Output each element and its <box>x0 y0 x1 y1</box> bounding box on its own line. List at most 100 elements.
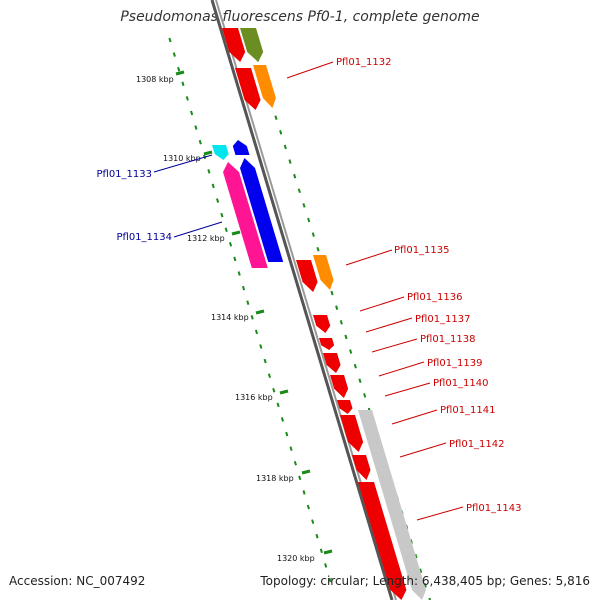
guide-dot <box>283 144 287 150</box>
guide-dot <box>302 490 306 495</box>
leader-line <box>384 382 431 397</box>
guide-dot <box>319 548 323 554</box>
scale-tick-label: 1310 kbp <box>163 154 201 163</box>
label-leader-lines <box>153 61 464 521</box>
guide-dot <box>324 563 328 568</box>
scale-tick-label: 1318 kbp <box>256 474 294 483</box>
guide-dot <box>246 300 250 305</box>
accession-text: Accession: NC_007492 <box>9 574 146 588</box>
leader-line <box>365 317 413 333</box>
guide-dot <box>237 271 241 276</box>
leader-line <box>153 154 213 173</box>
gene-block-blue-long <box>240 158 284 262</box>
gene-block-pfl01-1143 <box>358 482 407 600</box>
guide-dot <box>349 349 353 354</box>
gene-block-pfl01-1132 <box>235 68 261 110</box>
guide-dot <box>224 227 228 233</box>
leader-line <box>399 442 447 458</box>
guide-dot <box>414 553 418 559</box>
gene-block-orange-2 <box>313 255 334 290</box>
gene-label-pfl01-1140: Pfl01_1140 <box>433 378 489 389</box>
leader-line <box>371 338 418 353</box>
leader-line <box>378 361 425 377</box>
guide-dot <box>259 344 263 349</box>
guide-dot <box>267 373 272 378</box>
scale-tick-label: 1316 kbp <box>235 393 273 402</box>
guide-dot <box>190 110 194 116</box>
gene-label-pfl01-1134: Pfl01_1134 <box>116 232 172 243</box>
guide-dot <box>293 173 297 179</box>
gene-block-orange <box>253 65 276 108</box>
gene-block-pfl01-1134 <box>223 162 268 268</box>
gene-block-red <box>222 28 246 62</box>
gene-block-gray <box>358 410 426 600</box>
guide-dot <box>228 242 233 247</box>
guide-dot <box>241 285 246 291</box>
guide-dot <box>280 417 284 422</box>
guide-dot <box>233 256 237 262</box>
guide-dot <box>302 203 306 208</box>
guide-dot <box>254 329 259 335</box>
guide-dot <box>194 125 198 130</box>
leader-line <box>391 409 438 425</box>
gene-label-pfl01-1135: Pfl01_1135 <box>394 245 450 256</box>
guide-dot <box>288 159 292 164</box>
guide-dot <box>307 217 311 223</box>
gene-labels: Pfl01_1132 Pfl01_1133 Pfl01_1134 Pfl01_1135… <box>96 57 521 514</box>
scale-tick-mark <box>279 389 289 395</box>
gene-label-pfl01-1138: Pfl01_1138 <box>420 334 476 345</box>
scale-tick-label: 1308 kbp <box>136 75 174 84</box>
guide-dot <box>428 597 432 600</box>
gene-block-pfl01-1137 <box>319 338 335 350</box>
guide-dot <box>172 52 176 57</box>
backbone-line-dark <box>210 0 394 600</box>
guide-dot <box>344 334 348 340</box>
map-title: Pseudomonas fluorescens Pf0-1, complete … <box>120 9 480 25</box>
gene-label-pfl01-1132: Pfl01_1132 <box>336 57 392 68</box>
scale-tick-mark <box>175 70 185 76</box>
gene-block-pfl01-1136 <box>313 315 331 333</box>
inner-dotted-guide <box>168 37 332 583</box>
guide-dot <box>339 320 343 325</box>
gene-features <box>212 28 426 600</box>
leader-line <box>359 296 405 312</box>
guide-dot <box>353 363 357 369</box>
gene-block-pfl01-1141 <box>340 415 364 452</box>
gene-label-pfl01-1137: Pfl01_1137 <box>415 314 471 325</box>
guide-dot <box>293 460 297 466</box>
guide-dot <box>423 583 427 588</box>
guide-dot <box>250 315 254 320</box>
guide-dot <box>297 188 301 194</box>
gene-label-pfl01-1139: Pfl01_1139 <box>427 358 483 369</box>
guide-dot <box>185 96 189 101</box>
guide-dot <box>272 387 276 393</box>
leader-line <box>286 61 334 79</box>
guide-dot <box>311 519 315 524</box>
guide-dot <box>263 358 267 364</box>
gene-block-pfl01-1140 <box>337 400 353 414</box>
guide-dot <box>358 378 362 384</box>
guide-dot <box>298 475 302 481</box>
scale-tick-label: 1320 kbp <box>277 554 315 563</box>
guide-dot <box>181 81 185 87</box>
gene-block-pfl01-1133 <box>212 145 229 160</box>
gene-label-pfl01-1133: Pfl01_1133 <box>96 169 152 180</box>
guide-dot <box>316 246 320 252</box>
scale-tick-mark <box>231 230 241 236</box>
guide-dot <box>335 305 339 310</box>
guide-dot <box>289 446 293 451</box>
guide-dot <box>198 139 202 145</box>
guide-dot <box>211 183 215 189</box>
scale-tick-label: 1314 kbp <box>211 313 249 322</box>
leader-line <box>173 221 223 238</box>
gene-label-pfl01-1136: Pfl01_1136 <box>407 292 463 303</box>
guide-dot <box>279 130 283 135</box>
guide-dot <box>207 169 211 174</box>
leader-line <box>416 506 464 521</box>
guide-dot <box>330 290 334 296</box>
gene-block-pfl01-1142 <box>352 455 371 480</box>
guide-dot <box>363 393 367 398</box>
guide-dot <box>276 402 280 408</box>
gene-block-pfl01-1139 <box>330 375 349 398</box>
